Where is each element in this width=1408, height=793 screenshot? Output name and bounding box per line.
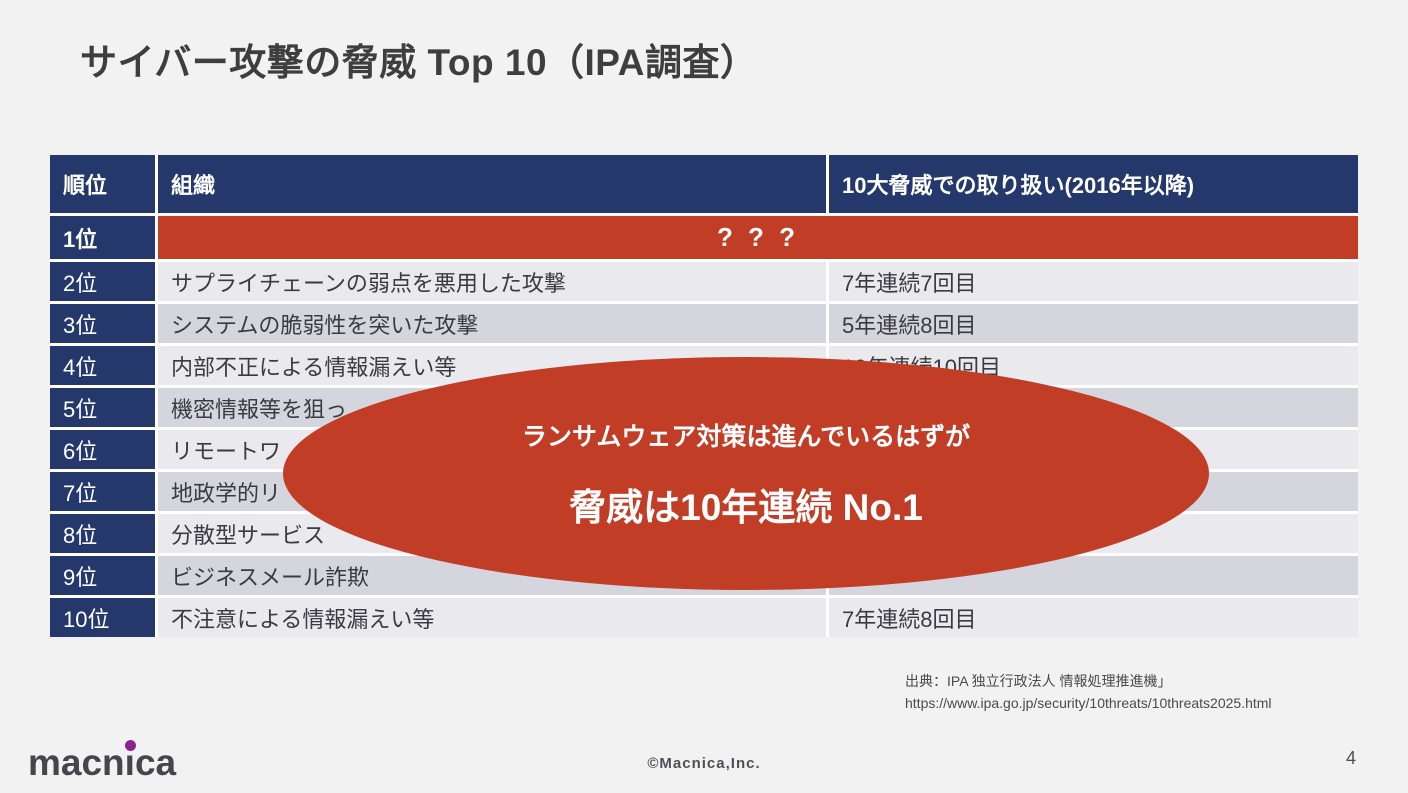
rank-cell: 2位: [50, 262, 155, 301]
rank-cell: 4位: [50, 346, 155, 385]
logo-text: ca: [134, 742, 177, 783]
callout-subtitle: ランサムウェア対策は進んでいるはずが: [521, 422, 971, 451]
table-row: 10位 不注意による情報漏えい等 7年連続8回目: [50, 598, 1358, 637]
rank-cell: 3位: [50, 304, 155, 343]
ransomware-callout-ellipse: ランサムウェア対策は進んでいるはずが 脅威は10年連続 No.1: [283, 357, 1209, 590]
table-row-rank1: 1位 ? ? ?: [50, 216, 1358, 259]
history-cell: 7年連続8回目: [829, 598, 1358, 637]
source-citation: 出典：IPA 独立行政法人 情報処理推進機」 https://www.ipa.g…: [905, 670, 1272, 714]
source-line: 出典：IPA 独立行政法人 情報処理推進機」: [905, 673, 1172, 689]
header-org: 組織: [158, 155, 826, 213]
rank-cell: 6位: [50, 430, 155, 469]
source-url: https://www.ipa.go.jp/security/10threats…: [905, 695, 1272, 711]
rank-cell: 8位: [50, 514, 155, 553]
page-title: サイバー攻撃の脅威 Top 10（IPA調査）: [80, 42, 758, 83]
history-cell: 5年連続8回目: [829, 304, 1358, 343]
rank-cell: 5位: [50, 388, 155, 427]
org-cell: システムの脆弱性を突いた攻撃: [158, 304, 826, 343]
rank-cell: 1位: [50, 216, 155, 259]
org-cell: サプライチェーンの弱点を悪用した攻撃: [158, 262, 826, 301]
callout-headline: 脅威は10年連続 No.1: [569, 486, 923, 528]
header-rank: 順位: [50, 155, 155, 213]
table-row: 9位 ビジネスメール詐欺: [50, 556, 1358, 595]
rank-cell: 10位: [50, 598, 155, 637]
logo-i-purple-dot: ı: [124, 742, 135, 783]
copyright-text: ©Macnica,Inc.: [647, 755, 761, 772]
header-history: 10大脅威での取り扱い(2016年以降): [829, 155, 1358, 213]
logo-text: macn: [28, 742, 125, 783]
page-number: 4: [1345, 748, 1356, 768]
macnica-logo: macnıca: [28, 742, 176, 784]
hidden-answer-cell: ? ? ?: [158, 216, 1358, 259]
table-row: 3位 システムの脆弱性を突いた攻撃 5年連続8回目: [50, 304, 1358, 343]
rank-cell: 9位: [50, 556, 155, 595]
table-header-row: 順位 組織 10大脅威での取り扱い(2016年以降): [50, 155, 1358, 213]
org-cell: 不注意による情報漏えい等: [158, 598, 826, 637]
table-row: 2位 サプライチェーンの弱点を悪用した攻撃 7年連続7回目: [50, 262, 1358, 301]
history-cell: 7年連続7回目: [829, 262, 1358, 301]
rank-cell: 7位: [50, 472, 155, 511]
